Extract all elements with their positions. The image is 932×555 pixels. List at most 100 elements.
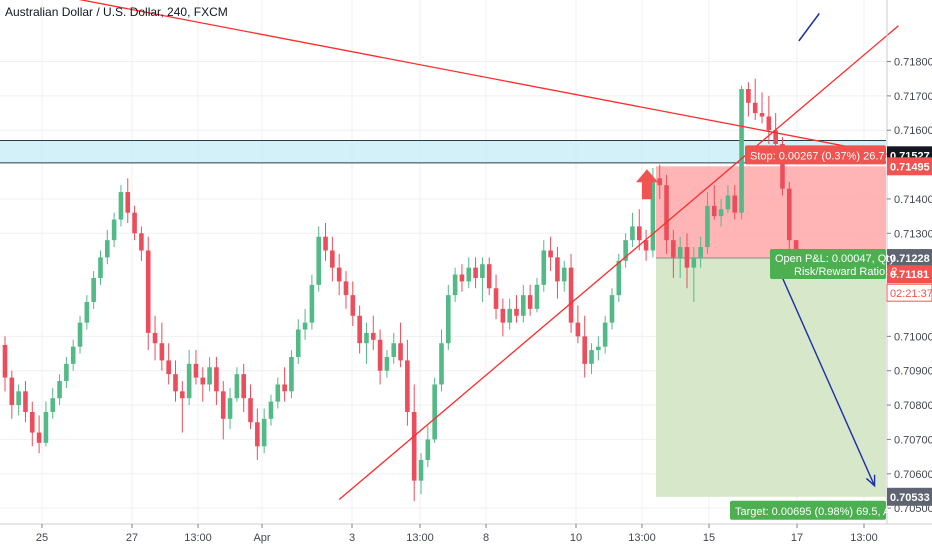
candle-85	[582, 315, 587, 378]
red-up-arrow-icon	[636, 169, 658, 200]
candle-body	[207, 367, 212, 385]
candle-body	[9, 377, 15, 406]
candle-105	[718, 198, 724, 227]
candle-body	[527, 295, 533, 309]
candle-7	[50, 387, 56, 419]
candle-body	[289, 356, 294, 392]
candle-body	[493, 288, 499, 309]
candle-body	[336, 267, 342, 282]
candle-body	[452, 274, 458, 296]
candle-83	[568, 253, 574, 333]
candle-body	[752, 102, 758, 114]
chart-title: Australian Dollar / U.S. Dollar, 240, FX…	[5, 5, 228, 19]
price-tick-label: 0.71700	[894, 91, 932, 103]
trendlines-layer[interactable]	[0, 0, 899, 501]
candle-34	[234, 367, 240, 402]
candle-body	[36, 432, 42, 443]
candle-body	[261, 418, 267, 447]
candle-109	[746, 82, 751, 117]
candle-body	[152, 332, 158, 344]
candle-37	[255, 408, 260, 461]
current-price-tag: 0.71181	[887, 265, 932, 284]
time-tick-label: 13:00	[628, 532, 656, 544]
price-tick-label: 0.70700	[894, 434, 932, 446]
candle-body	[636, 226, 642, 241]
candle-104	[711, 185, 717, 220]
candle-47	[323, 222, 328, 261]
candle-body	[732, 195, 738, 213]
candle-63	[432, 377, 437, 443]
candle-body	[180, 391, 185, 399]
candle-25	[173, 360, 178, 402]
resistance-zone-layer	[0, 140, 886, 164]
candle-body	[705, 205, 710, 248]
candle-48	[330, 236, 335, 282]
blue-trend-arrow	[798, 12, 820, 42]
stop-info-text: Stop: 0.00267 (0.37%) 26.7,	[750, 150, 888, 162]
candle-body	[166, 360, 171, 375]
target-info-text: Target: 0.00695 (0.98%) 69.5, A	[735, 506, 891, 518]
candle-body	[16, 391, 21, 406]
candle-101	[691, 247, 697, 303]
candle-42	[289, 350, 294, 399]
price-tick-label: 0.71800	[894, 57, 932, 69]
candle-99	[677, 236, 683, 278]
candle-body	[357, 315, 362, 344]
candle-body	[507, 308, 512, 323]
candle-1	[9, 370, 15, 419]
candle-58	[398, 322, 403, 368]
candle-49	[336, 253, 342, 296]
time-axis[interactable]: 25 27 13:00 Apr 3 13:00 8 10 13:00 15 17 13:00	[0, 523, 932, 544]
candle-body	[698, 247, 703, 258]
resistance-trendline	[78, 0, 892, 156]
candle-body	[275, 384, 281, 402]
candle-body	[159, 343, 165, 361]
candle-body	[145, 250, 151, 333]
candle-body	[173, 374, 178, 392]
candle-14	[98, 250, 103, 285]
candle-24	[166, 343, 171, 385]
candle-body	[773, 130, 778, 144]
candle-53	[364, 322, 369, 364]
candle-65	[446, 284, 451, 351]
candle-40	[275, 377, 281, 409]
candle-32	[220, 381, 226, 440]
time-tick-label: 8	[483, 532, 489, 544]
stop-price-tag: 0.71495	[887, 157, 932, 176]
price-tick-label: 0.70900	[894, 366, 932, 378]
target-price-tag: 0.70533	[887, 487, 932, 506]
time-tick-label: 13:00	[406, 532, 434, 544]
candle-80	[548, 236, 553, 272]
candle-body	[295, 329, 301, 357]
candle-93	[636, 209, 642, 251]
candle-95	[650, 168, 656, 258]
time-tick-label: 10	[570, 532, 582, 544]
profit-target-zone	[656, 258, 886, 497]
candle-body	[650, 178, 656, 251]
candle-body	[439, 343, 444, 385]
candle-75	[514, 295, 519, 323]
candle-20	[139, 226, 144, 261]
short-position-layer[interactable]	[656, 166, 886, 497]
candle-13	[91, 271, 96, 309]
candle-51	[350, 281, 356, 327]
candle-body	[111, 219, 117, 241]
candle-body	[132, 212, 137, 234]
stop-info-bg	[745, 145, 886, 165]
candle-body	[398, 343, 403, 361]
candle-29	[200, 367, 206, 402]
candle-body	[630, 226, 635, 241]
candle-body	[466, 267, 472, 282]
candle-96	[657, 164, 663, 199]
price-axis[interactable]: 0.71800 0.71700 0.71600 0.71400 0.71300 0.710…	[886, 0, 932, 524]
candle-82	[561, 260, 567, 292]
candle-72	[493, 274, 499, 320]
candle-110	[752, 78, 758, 120]
candle-74	[507, 298, 512, 330]
candle-body	[282, 384, 287, 392]
candle-body	[548, 250, 553, 258]
candle-body	[473, 267, 478, 278]
candle-body	[234, 374, 240, 399]
